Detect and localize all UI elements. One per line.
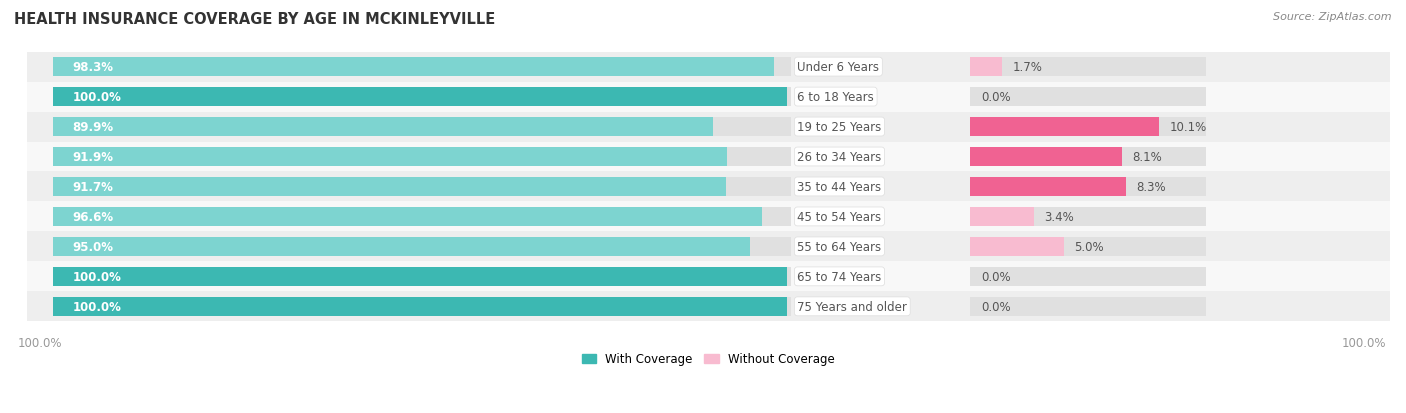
Bar <box>53 237 790 256</box>
Text: 0.0%: 0.0% <box>981 91 1011 104</box>
Text: 0.0%: 0.0% <box>981 270 1011 283</box>
Bar <box>27 292 1389 322</box>
Bar <box>53 118 713 136</box>
Bar <box>53 208 762 226</box>
Bar <box>970 118 1160 136</box>
Text: 95.0%: 95.0% <box>73 240 114 253</box>
Bar <box>970 88 1206 107</box>
Legend: With Coverage, Without Coverage: With Coverage, Without Coverage <box>576 348 839 370</box>
Text: 1.7%: 1.7% <box>1012 61 1042 74</box>
Bar <box>53 148 727 166</box>
Text: 45 to 54 Years: 45 to 54 Years <box>797 211 882 223</box>
Text: Source: ZipAtlas.com: Source: ZipAtlas.com <box>1274 12 1392 22</box>
Bar <box>970 178 1206 196</box>
Bar <box>970 237 1206 256</box>
Text: 19 to 25 Years: 19 to 25 Years <box>797 121 882 134</box>
Bar <box>970 58 1206 77</box>
Text: 10.1%: 10.1% <box>1170 121 1208 134</box>
Bar <box>970 237 1064 256</box>
Bar <box>27 262 1389 292</box>
Text: 65 to 74 Years: 65 to 74 Years <box>797 270 882 283</box>
Bar <box>53 297 790 316</box>
Bar <box>970 118 1206 136</box>
Text: 100.0%: 100.0% <box>73 91 121 104</box>
Text: 91.9%: 91.9% <box>73 151 114 164</box>
Bar <box>970 268 1206 286</box>
Bar <box>27 202 1389 232</box>
Bar <box>970 148 1206 166</box>
Bar <box>970 208 1206 226</box>
Bar <box>53 268 787 286</box>
Bar <box>27 112 1389 142</box>
Bar <box>53 178 790 196</box>
Bar <box>970 58 1002 77</box>
Bar <box>53 237 751 256</box>
Bar <box>53 178 725 196</box>
Bar <box>53 208 790 226</box>
Bar <box>53 148 790 166</box>
Text: 100.0%: 100.0% <box>73 270 121 283</box>
Bar <box>53 297 787 316</box>
Bar <box>53 58 790 77</box>
Bar <box>53 118 790 136</box>
Text: 8.3%: 8.3% <box>1136 180 1166 194</box>
Bar <box>27 82 1389 112</box>
Text: 75 Years and older: 75 Years and older <box>797 300 907 313</box>
Bar <box>53 88 790 107</box>
Bar <box>970 148 1122 166</box>
Text: 26 to 34 Years: 26 to 34 Years <box>797 151 882 164</box>
Text: 55 to 64 Years: 55 to 64 Years <box>797 240 882 253</box>
Bar <box>53 268 790 286</box>
Text: 8.1%: 8.1% <box>1132 151 1163 164</box>
Text: 89.9%: 89.9% <box>73 121 114 134</box>
Text: 5.0%: 5.0% <box>1074 240 1104 253</box>
Bar <box>970 178 1126 196</box>
Text: Under 6 Years: Under 6 Years <box>797 61 879 74</box>
Text: 98.3%: 98.3% <box>73 61 114 74</box>
Bar <box>53 88 787 107</box>
Text: 96.6%: 96.6% <box>73 211 114 223</box>
Bar <box>970 297 1206 316</box>
Bar <box>27 52 1389 82</box>
Text: 6 to 18 Years: 6 to 18 Years <box>797 91 875 104</box>
Text: HEALTH INSURANCE COVERAGE BY AGE IN MCKINLEYVILLE: HEALTH INSURANCE COVERAGE BY AGE IN MCKI… <box>14 12 495 27</box>
Text: 100.0%: 100.0% <box>73 300 121 313</box>
Text: 35 to 44 Years: 35 to 44 Years <box>797 180 882 194</box>
Text: 3.4%: 3.4% <box>1045 211 1074 223</box>
Bar <box>970 208 1033 226</box>
Text: 91.7%: 91.7% <box>73 180 114 194</box>
Bar <box>27 232 1389 262</box>
Text: 0.0%: 0.0% <box>981 300 1011 313</box>
Bar <box>53 58 775 77</box>
Bar <box>27 142 1389 172</box>
Bar <box>27 172 1389 202</box>
